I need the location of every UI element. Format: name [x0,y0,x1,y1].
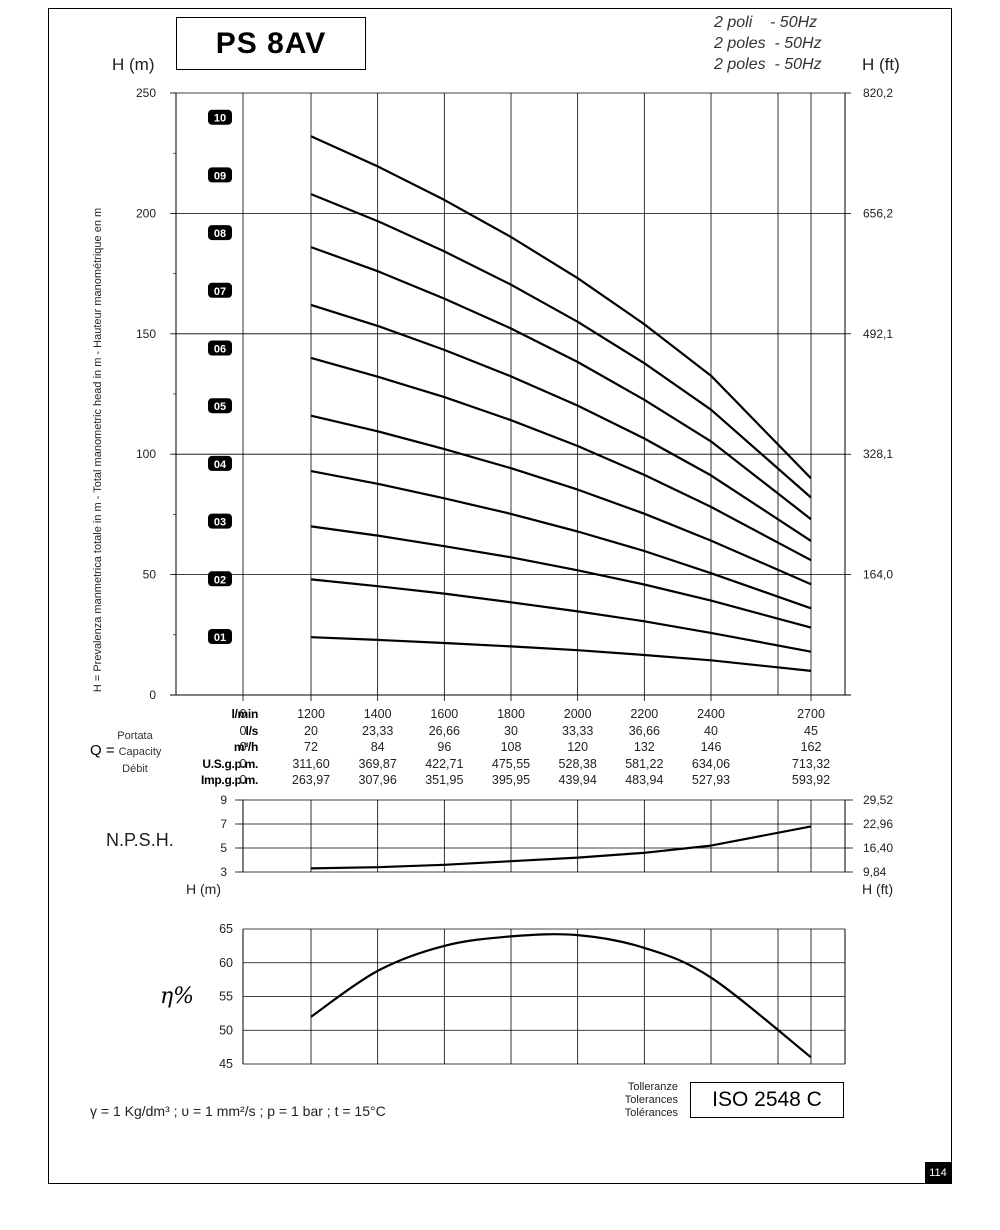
flow-row-label-ls: l/s [245,724,259,738]
npsh-title: N.P.S.H. [106,830,174,850]
model-title: PS 8AV [176,17,366,70]
page-number: 114 [925,1162,951,1184]
flow-row-label-lmin: l/min [231,707,258,721]
frequency-line-3: 2 poles - 50Hz [714,56,822,73]
flow-row-label-usgpm: U.S.g.p.m. [202,757,258,771]
efficiency-title: η% [160,984,195,1009]
fluid-conditions-note: γ = 1 Kg/dm³ ; υ = 1 mm²/s ; p = 1 bar ;… [90,1103,386,1119]
head-unit-right: H (ft) [862,55,900,74]
tolerance-label-it: Tolleranze [627,1081,678,1093]
tolerances-labels: Tolleranze Tolerances Tolérances [600,1081,678,1120]
frequency-line-1: 2 poli - 50Hz [714,14,818,31]
frequency-line-2: 2 poles - 50Hz [714,35,822,52]
flow-row-label-m3h: m³/h [233,740,258,754]
q-symbol: Q = [90,742,115,759]
y-axis-title: H = Prevalenza manmetrica totale in m - … [92,207,104,693]
tolerance-standard: ISO 2548 C [690,1082,844,1118]
q-label-debit: Débit [122,763,148,775]
npsh-unit-right: H (ft) [862,881,894,897]
tolerance-label-en: Tolerances [624,1094,678,1106]
head-unit-left: H (m) [112,55,155,74]
page-frame [48,8,952,1184]
q-label-portata: Portata [117,730,153,742]
q-label-capacity: Capacity [118,746,162,758]
npsh-unit-left: H (m) [186,881,221,897]
tolerance-label-fr: Tolérances [624,1107,678,1119]
flow-row-label-impgpm: Imp.g.p.m. [200,773,258,787]
